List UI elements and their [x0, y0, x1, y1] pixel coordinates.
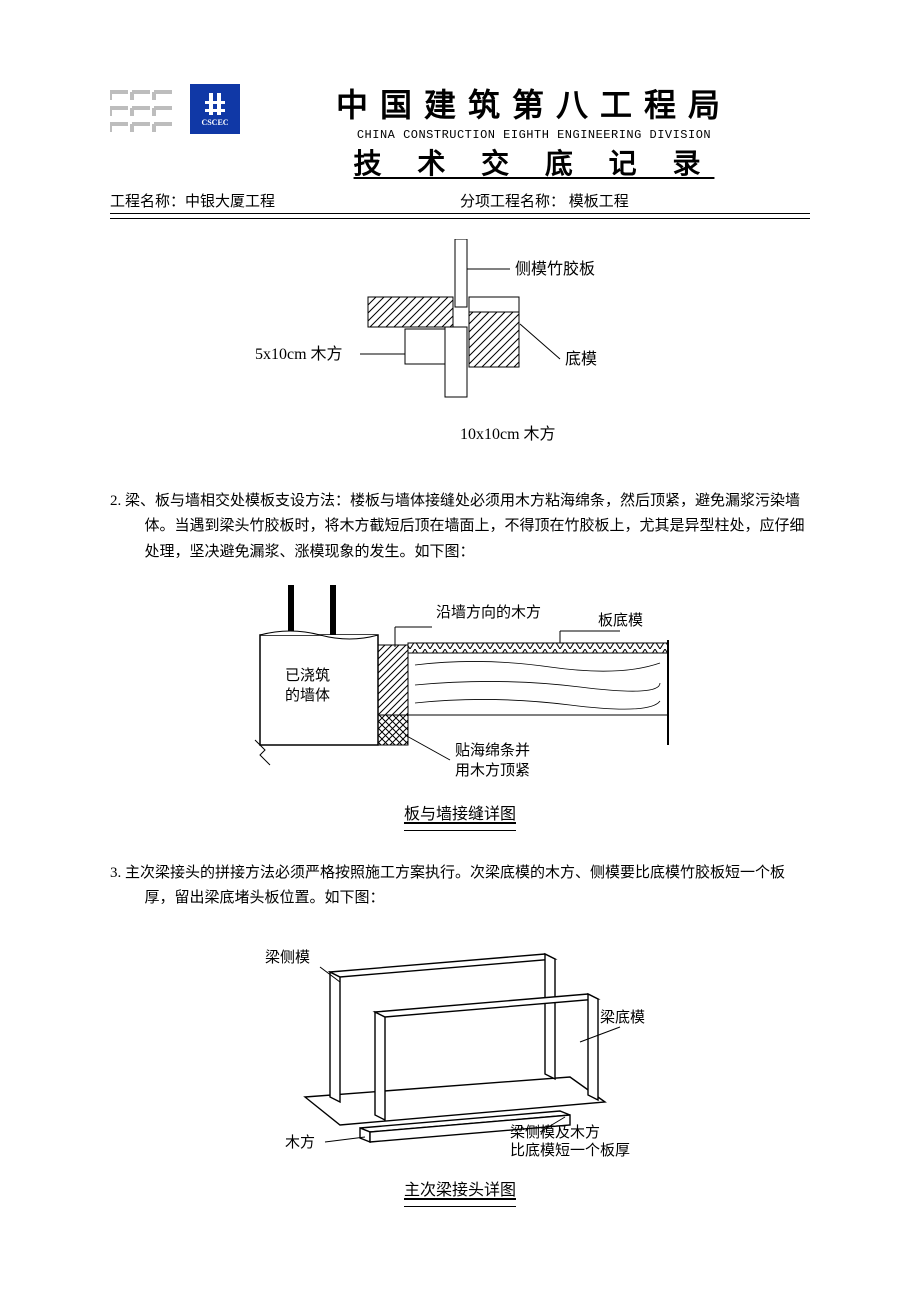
en-title: CHINA CONSTRUCTION EIGHTH ENGINEERING DI…: [258, 128, 810, 142]
diagram-1: 侧模竹胶板 5x10cm 木方 底模 10x10cm 木方: [110, 239, 810, 459]
svg-text:木方: 木方: [285, 1134, 315, 1151]
divider: [110, 218, 810, 219]
svg-text:侧模竹胶板: 侧模竹胶板: [515, 260, 595, 278]
svg-text:比底模短一个板厚: 比底模短一个板厚: [510, 1141, 630, 1159]
svg-text:沿墙方向的木方: 沿墙方向的木方: [436, 604, 541, 621]
svg-text:板底模: 板底模: [598, 611, 643, 629]
content: 侧模竹胶板 5x10cm 木方 底模 10x10cm 木方 2. 梁、板与墙相交…: [110, 239, 810, 1207]
sub-project-value: 模板工程: [565, 194, 629, 210]
svg-text:用木方顶紧: 用木方顶紧: [455, 762, 530, 779]
diagram-2-caption: 板与墙接缝详图: [404, 801, 516, 831]
main-title: 中国建筑第八工程局: [258, 80, 810, 126]
title-block: 中国建筑第八工程局 CHINA CONSTRUCTION EIGHTH ENGI…: [258, 80, 810, 182]
svg-text:CSCEC: CSCEC: [201, 118, 228, 127]
sub-project-label: 分项工程名称：: [460, 194, 565, 210]
svg-text:已浇筑: 已浇筑: [285, 667, 330, 684]
header: CSCEC 中国建筑第八工程局 CHINA CONSTRUCTION EIGHT…: [110, 80, 810, 182]
svg-text:5x10cm 木方: 5x10cm 木方: [255, 345, 343, 363]
svg-text:梁侧模及木方: 梁侧模及木方: [510, 1124, 600, 1141]
paragraph-2: 2. 梁、板与墙相交处模板支设方法：楼板与墙体接缝处必须用木方粘海绵条，然后顶紧…: [110, 489, 810, 566]
paragraph-3: 3. 主次梁接头的拼接方法必须严格按照施工方案执行。次梁底模的木方、侧模要比底模…: [110, 861, 810, 912]
svg-text:梁侧模: 梁侧模: [265, 949, 310, 966]
sub-title: 技 术 交 底 记 录: [258, 142, 810, 182]
diagram-2: 已浇筑 的墙体 沿墙方向的木方 板底模 贴海绵条并 用木方顶紧: [110, 585, 810, 831]
bars-logo-icon: [110, 88, 172, 136]
svg-text:贴海绵条并: 贴海绵条并: [455, 742, 530, 759]
diagram-3-caption: 主次梁接头详图: [404, 1177, 516, 1207]
cscec-logo-icon: CSCEC: [190, 84, 240, 134]
project-name-label: 工程名称：: [110, 194, 185, 210]
svg-text:底模: 底模: [565, 350, 597, 368]
svg-text:的墙体: 的墙体: [285, 687, 330, 704]
project-name-value: 中银大厦工程: [185, 194, 275, 210]
svg-text:10x10cm 木方: 10x10cm 木方: [460, 425, 556, 443]
svg-text:梁底模: 梁底模: [600, 1009, 645, 1026]
diagram-3: 梁侧模 梁底模 木方 梁侧模及木方 比底模短一个板厚 主次梁接头详图: [110, 932, 810, 1208]
project-row: 工程名称：中银大厦工程 分项工程名称： 模板工程: [110, 190, 810, 214]
